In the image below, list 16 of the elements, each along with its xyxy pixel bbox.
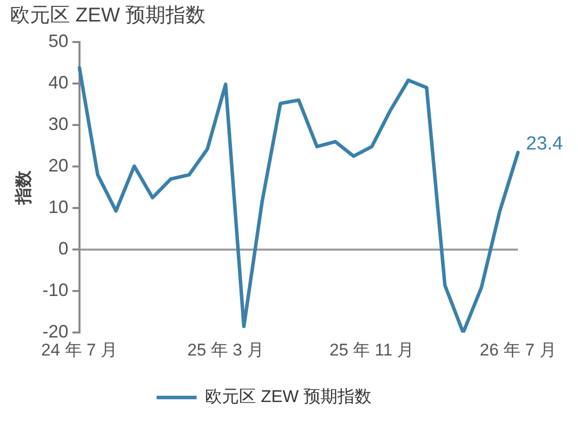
x-tick-label: 25 年 3 月 xyxy=(187,340,264,360)
data-label: 23.4 xyxy=(526,134,564,155)
y-tick-label: 40 xyxy=(48,72,68,92)
x-tick-label: 24 年 7 月 xyxy=(41,340,118,360)
y-tick-label: -10 xyxy=(42,280,68,300)
legend-label: 欧元区 ZEW 预期指数 xyxy=(205,387,372,406)
y-tick-label: 30 xyxy=(48,114,68,134)
y-tick-label: 20 xyxy=(48,156,68,176)
y-tick-label: 10 xyxy=(48,197,68,218)
y-axis-title: 指数 xyxy=(14,169,33,206)
y-tick-label: 0 xyxy=(58,238,68,259)
y-tick-label: 50 xyxy=(48,30,68,51)
x-tick-label: 25 年 11 月 xyxy=(329,340,414,360)
y-tick-label: -20 xyxy=(42,322,68,342)
x-tick-label: 26 年 7 月 xyxy=(480,340,556,360)
chart-title: 欧元区 ZEW 预期指数 xyxy=(10,4,206,27)
